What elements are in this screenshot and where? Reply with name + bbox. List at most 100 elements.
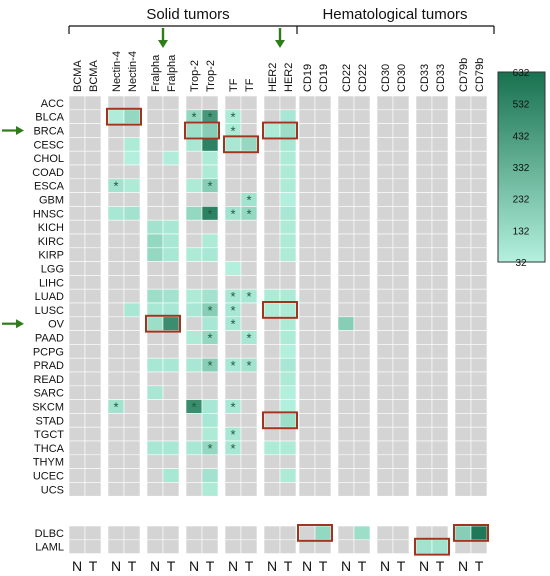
heatmap-cell-ucs-15: [353, 482, 371, 497]
heatmap-cell-lusc-6: [185, 302, 203, 318]
significance-star: *: [230, 358, 235, 373]
heatmap-cell-cesc-19: [431, 137, 449, 152]
heatmap-cell-tgct-18: [415, 426, 433, 442]
heatmap-cell-tgct-16: [376, 426, 394, 442]
heatmap-cell-lihc-0: [68, 275, 86, 290]
heatmap-cell-lihc-18: [415, 275, 433, 290]
heatmap-cell-ucec-1: [84, 468, 102, 483]
heatmap-cell-read-8: [224, 371, 242, 387]
heatmap-cell-gbm-10: [263, 192, 281, 207]
heatmap-cell-chol-3: [123, 150, 141, 166]
heatmap-cell-ucs-19: [431, 482, 449, 497]
heatmap-cell-ucec-6: [185, 468, 203, 483]
heatmap-cell-brca-19: [431, 123, 449, 138]
heatmap-cell-esca-1: [84, 178, 102, 193]
heatmap-cell-read-11: [279, 371, 297, 387]
highlight-box: [145, 314, 181, 333]
heatmap-cell-acc-13: [314, 95, 332, 111]
heatmap-cell-kirc-13: [314, 233, 332, 249]
heatmap-cell-paad-12: [298, 330, 316, 345]
heatmap-cell-thca-11: [279, 440, 297, 456]
heatmap-cell-paad-6: [185, 330, 203, 345]
heatmap-cell-laml-17: [392, 539, 410, 554]
heatmap-cell-laml-4: [146, 539, 164, 554]
heatmap-cell-esca-11: [279, 178, 297, 193]
column-arrows: [158, 28, 285, 48]
heatmap-cell-blca-16: [376, 109, 394, 124]
highlight-box: [262, 301, 298, 319]
heatmap-cell-kirp-13: [314, 247, 332, 262]
significance-star: *: [207, 179, 212, 194]
heatmap-cell-chol-6: [185, 150, 203, 166]
heatmap-cell-kirc-19: [431, 233, 449, 249]
nt-label-18: N: [419, 558, 429, 574]
heatmap-cell-prad-11: [279, 357, 297, 373]
highlight-box: [414, 537, 450, 556]
heatmap-cell-esca-18: [415, 178, 433, 193]
nt-label-4: N: [150, 558, 160, 574]
heatmap-cell-lihc-19: [431, 275, 449, 290]
heatmap-cell-blca-9: [240, 109, 258, 124]
heatmap-cell-read-3: [123, 371, 141, 387]
heatmap-cell-pcpg-21: [470, 344, 488, 359]
heatmap-cell-cesc-15: [353, 137, 371, 152]
heatmap-cell-chol-7: [201, 150, 219, 166]
heatmap-cell-paad-0: [68, 330, 86, 345]
heatmap-cell-ucec-10: [263, 468, 281, 483]
heatmap-cell-brca-18: [415, 123, 433, 138]
heatmap-cell-coad-15: [353, 164, 371, 180]
heatmap-cell-blca-19: [431, 109, 449, 124]
heatmap-cell-acc-1: [84, 95, 102, 111]
heatmap-cell-stad-13: [314, 413, 332, 428]
heatmap-cell-kich-12: [298, 219, 316, 235]
heatmap-cell-read-17: [392, 371, 410, 387]
heatmap-cell-coad-21: [470, 164, 488, 180]
heatmap-cell-prad-15: [353, 357, 371, 373]
row-label-thca: THCA: [34, 443, 65, 455]
heatmap-cell-stad-21: [470, 413, 488, 428]
heatmap-cell-brca-7: [201, 123, 219, 138]
heatmap-cell-coad-9: [240, 164, 258, 180]
heatmap-cell-lihc-13: [314, 275, 332, 290]
heatmap-cell-esca-19: [431, 178, 449, 193]
heatmap-cell-acc-9: [240, 95, 258, 111]
heatmap-cell-dlbc-10: [263, 525, 281, 541]
heatmap-cell-paad-19: [431, 330, 449, 345]
heatmap-cell-kirp-12: [298, 247, 316, 262]
heatmap-cell-skcm-7: [201, 399, 219, 414]
heatmap-cell-kirc-17: [392, 233, 410, 249]
significance-star: *: [246, 206, 251, 221]
heatmap-cell-kirc-9: [240, 233, 258, 249]
heatmap-cell-lgg-18: [415, 261, 433, 276]
heatmap-cell-acc-16: [376, 95, 394, 111]
significance-star: *: [246, 193, 251, 208]
row-label-hnsc: HNSC: [33, 208, 64, 220]
heatmap-cell-read-2: [107, 371, 125, 387]
heatmap-cell-acc-10: [263, 95, 281, 111]
heatmap-cell-ucs-7: [201, 482, 219, 497]
heatmap-cell-thym-18: [415, 454, 433, 469]
significance-star: *: [113, 179, 118, 194]
heatmap-cell-sarc-20: [454, 385, 472, 400]
heatmap-cell-pcpg-9: [240, 344, 258, 359]
heatmap-cell-brca-17: [392, 123, 410, 138]
heatmap-cell-tgct-10: [263, 426, 281, 442]
heatmap-cell-luad-2: [107, 288, 125, 304]
heatmap-cell-ucs-21: [470, 482, 488, 497]
heatmap-cell-lusc-4: [146, 302, 164, 318]
heatmap-cell-coad-19: [431, 164, 449, 180]
heatmap-cell-prad-12: [298, 357, 316, 373]
heatmap-cell-dlbc-4: [146, 525, 164, 541]
heatmap-cell-sarc-3: [123, 385, 141, 400]
heatmap-cell-cesc-4: [146, 137, 164, 152]
heatmap-cell-paad-17: [392, 330, 410, 345]
heatmap-cell-lihc-12: [298, 275, 316, 290]
heatmap-cell-thca-6: [185, 440, 203, 456]
row-label-prad: PRAD: [33, 360, 64, 372]
heatmap-cell-ucec-3: [123, 468, 141, 483]
heatmap-cell-dlbc-12: [298, 525, 316, 541]
significance-star: *: [230, 110, 235, 125]
heatmap-cell-kirp-4: [146, 247, 164, 262]
heatmap-cell-kirp-1: [84, 247, 102, 262]
heatmap-cell-thca-20: [454, 440, 472, 456]
